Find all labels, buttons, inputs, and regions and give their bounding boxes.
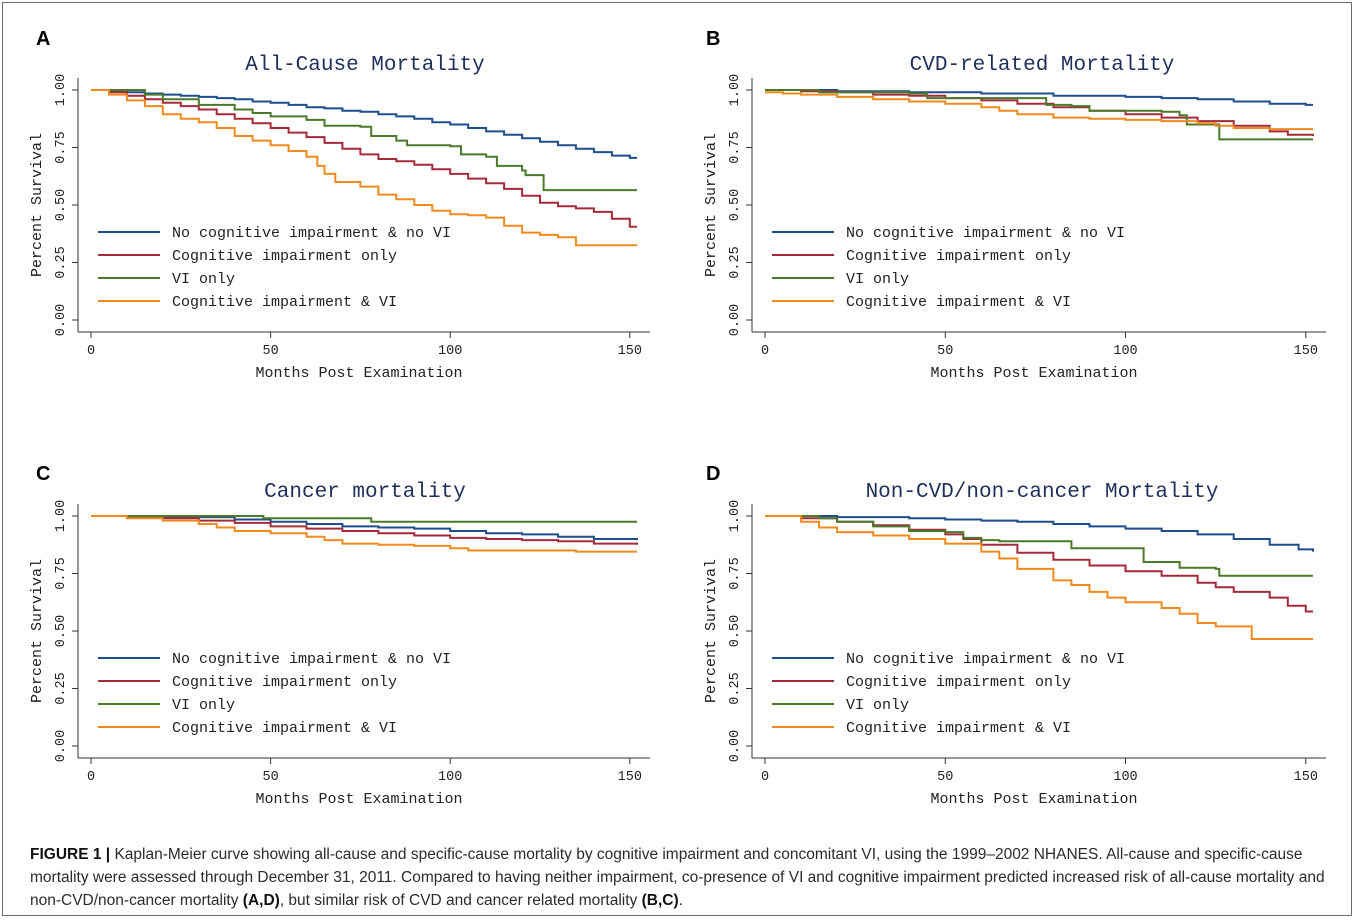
x-axis-label: Months Post Examination bbox=[255, 791, 462, 808]
caption-text-3: . bbox=[678, 892, 683, 909]
series-line-2 bbox=[765, 515, 1313, 613]
y-tick-label: 0.50 bbox=[728, 189, 743, 221]
chart-title: CVD-related Mortality bbox=[910, 54, 1175, 77]
y-axis-label: Percent Survival bbox=[703, 133, 720, 277]
y-axis-label: Percent Survival bbox=[29, 133, 46, 277]
panel-a: A All-Cause Mortality 0 50 100 150 0.00 0.25 0.5… bbox=[29, 28, 650, 382]
x-tick-label: 100 bbox=[438, 344, 462, 359]
y-tick-label: 0.75 bbox=[728, 557, 743, 589]
legend-entry: Cognitive impairment & VI bbox=[172, 720, 397, 737]
panel-letter: A bbox=[36, 28, 50, 50]
y-tick-label: 0.50 bbox=[728, 615, 743, 647]
series-line-4 bbox=[91, 89, 637, 247]
x-tick-label: 50 bbox=[263, 770, 279, 785]
y-tick-label: 0.75 bbox=[728, 131, 743, 163]
y-tick-label: 0.25 bbox=[728, 672, 743, 704]
legend-entry: Cognitive impairment & VI bbox=[846, 294, 1071, 311]
series-line-1 bbox=[765, 515, 1314, 552]
y-tick-label: 0.25 bbox=[54, 672, 69, 704]
legend-entry: No cognitive impairment & no VI bbox=[172, 225, 451, 242]
legend-entry: Cognitive impairment only bbox=[846, 674, 1071, 691]
figure-caption: FIGURE 1 | Kaplan-Meier curve showing al… bbox=[30, 843, 1330, 912]
y-tick-label: 1.00 bbox=[728, 500, 743, 532]
legend-entry: Cognitive impairment only bbox=[172, 248, 397, 265]
legend-entry: No cognitive impairment & no VI bbox=[172, 651, 451, 668]
figure-charts: A All-Cause Mortality 0 50 100 150 0.00 0.25 0.5… bbox=[29, 28, 1326, 808]
legend-entry: Cognitive impairment only bbox=[846, 248, 1071, 265]
panel-d: D Non-CVD/non-cancer Mortality 0 50 100 150 0.… bbox=[703, 463, 1326, 808]
panel-letter: D bbox=[706, 463, 720, 485]
x-tick-label: 50 bbox=[937, 344, 953, 359]
x-tick-label: 100 bbox=[1113, 344, 1137, 359]
x-tick-label: 0 bbox=[761, 344, 769, 359]
series-line-2 bbox=[91, 515, 638, 545]
panel-c: C Cancer mortality 0 50 100 150 0.00 0.25 0.50 0.… bbox=[29, 463, 650, 808]
x-tick-label: 150 bbox=[618, 344, 642, 359]
x-tick-label: 0 bbox=[87, 770, 95, 785]
series-line-4 bbox=[765, 91, 1313, 131]
y-tick-label: 0.25 bbox=[728, 246, 743, 278]
y-tick-label: 1.00 bbox=[54, 500, 69, 532]
legend-entry: No cognitive impairment & no VI bbox=[846, 651, 1125, 668]
y-tick-label: 0.75 bbox=[54, 557, 69, 589]
series-line-3 bbox=[91, 89, 637, 192]
legend-entry: VI only bbox=[846, 271, 909, 288]
y-tick-label: 0.25 bbox=[54, 246, 69, 278]
x-tick-label: 0 bbox=[761, 770, 769, 785]
caption-ref-bc: (B,C) bbox=[641, 892, 679, 909]
series-line-4 bbox=[91, 515, 637, 553]
series-line-3 bbox=[765, 515, 1313, 577]
x-tick-label: 150 bbox=[1294, 770, 1318, 785]
legend-entry: Cognitive impairment & VI bbox=[846, 720, 1071, 737]
legend-entry: VI only bbox=[172, 271, 235, 288]
caption-text-1: Kaplan-Meier curve showing all-cause and… bbox=[30, 846, 1325, 909]
x-tick-label: 150 bbox=[1294, 344, 1318, 359]
series-line-2 bbox=[91, 89, 637, 228]
caption-label: FIGURE 1 | bbox=[30, 846, 111, 863]
y-tick-label: 0.00 bbox=[54, 730, 69, 762]
y-tick-label: 0.50 bbox=[54, 615, 69, 647]
x-tick-label: 100 bbox=[438, 770, 462, 785]
x-tick-label: 0 bbox=[87, 344, 95, 359]
legend-entry: Cognitive impairment & VI bbox=[172, 294, 397, 311]
x-axis-label: Months Post Examination bbox=[930, 365, 1137, 382]
x-axis-label: Months Post Examination bbox=[930, 791, 1137, 808]
caption-text-2: , but similar risk of CVD and cancer rel… bbox=[279, 892, 642, 909]
x-axis-label: Months Post Examination bbox=[255, 365, 462, 382]
series-line-1 bbox=[91, 515, 638, 541]
y-tick-label: 0.00 bbox=[54, 304, 69, 336]
chart-title: All-Cause Mortality bbox=[245, 54, 484, 77]
x-tick-label: 50 bbox=[937, 770, 953, 785]
series-line-3 bbox=[765, 89, 1313, 141]
legend-entry: VI only bbox=[172, 697, 235, 714]
chart-title: Non-CVD/non-cancer Mortality bbox=[866, 481, 1219, 504]
y-tick-label: 1.00 bbox=[728, 74, 743, 106]
series-line-1 bbox=[91, 89, 637, 159]
x-tick-label: 150 bbox=[618, 770, 642, 785]
y-tick-label: 0.75 bbox=[54, 131, 69, 163]
x-tick-label: 100 bbox=[1113, 770, 1137, 785]
panel-letter: C bbox=[36, 463, 50, 485]
panel-letter: B bbox=[706, 28, 720, 50]
y-tick-label: 0.00 bbox=[728, 730, 743, 762]
y-tick-label: 0.50 bbox=[54, 189, 69, 221]
legend-entry: Cognitive impairment only bbox=[172, 674, 397, 691]
series-line-3 bbox=[91, 515, 637, 523]
legend-entry: No cognitive impairment & no VI bbox=[846, 225, 1125, 242]
y-axis-label: Percent Survival bbox=[703, 559, 720, 703]
y-axis-label: Percent Survival bbox=[29, 559, 46, 703]
x-tick-label: 50 bbox=[263, 344, 279, 359]
caption-ref-ad: (A,D) bbox=[242, 892, 280, 909]
chart-title: Cancer mortality bbox=[264, 481, 466, 504]
series-line-4 bbox=[765, 515, 1313, 640]
y-tick-label: 1.00 bbox=[54, 74, 69, 106]
legend-entry: VI only bbox=[846, 697, 909, 714]
y-tick-label: 0.00 bbox=[728, 304, 743, 336]
panel-b: B CVD-related Mortality 0 50 100 150 0.00 0.25 0… bbox=[703, 28, 1326, 382]
